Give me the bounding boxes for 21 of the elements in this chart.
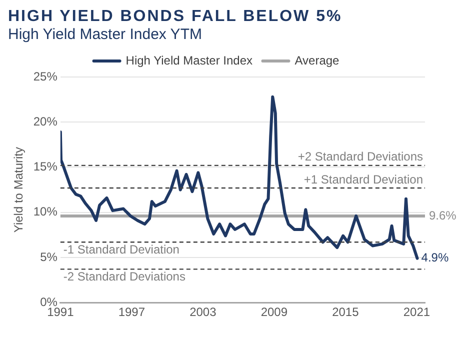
ref-line-label: +2 Standard Deviations	[298, 150, 423, 164]
legend-label: Average	[294, 53, 340, 68]
annotation: 4.9%	[421, 250, 449, 265]
x-tick-label: 2009	[260, 305, 288, 320]
ref-line-label: +1 Standard Deviation	[304, 172, 423, 186]
x-tick-label: 2003	[190, 305, 217, 320]
y-axis-title: Yield to Maturity	[12, 147, 26, 233]
annotation: 9.6%	[429, 208, 457, 222]
y-tick-label: 10%	[33, 204, 58, 219]
y-tick-label: 5%	[40, 250, 58, 264]
chart-title: HIGH YIELD BONDS FALL BELOW 5%	[8, 8, 344, 26]
legend-label: High Yield Master Index	[126, 53, 253, 68]
y-tick-label: 25%	[33, 69, 58, 84]
y-tick-label: 15%	[33, 160, 58, 174]
y-tick-label: 20%	[33, 114, 58, 128]
x-tick-label: 2015	[332, 305, 360, 320]
ref-line-label: -2 Standard Deviations	[63, 270, 186, 284]
chart-subtitle: High Yield Master Index YTM	[8, 26, 203, 43]
x-tick-label: 2021	[403, 305, 430, 320]
ref-line-label: -1 Standard Deviation	[63, 242, 180, 256]
x-tick-label: 1997	[118, 305, 146, 320]
